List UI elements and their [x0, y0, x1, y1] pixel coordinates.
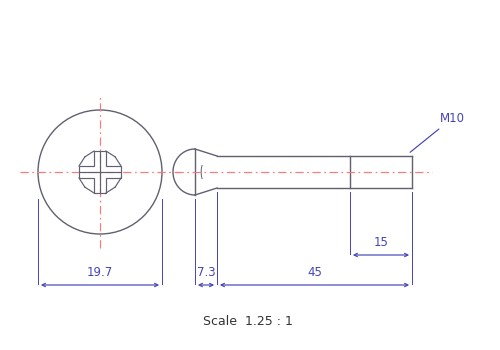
Text: 19.7: 19.7 — [87, 266, 113, 279]
Text: 45: 45 — [307, 266, 322, 279]
Text: 15: 15 — [374, 236, 388, 249]
Text: 7.3: 7.3 — [196, 266, 216, 279]
Text: M10: M10 — [410, 112, 465, 152]
Text: Scale  1.25 : 1: Scale 1.25 : 1 — [203, 315, 293, 328]
